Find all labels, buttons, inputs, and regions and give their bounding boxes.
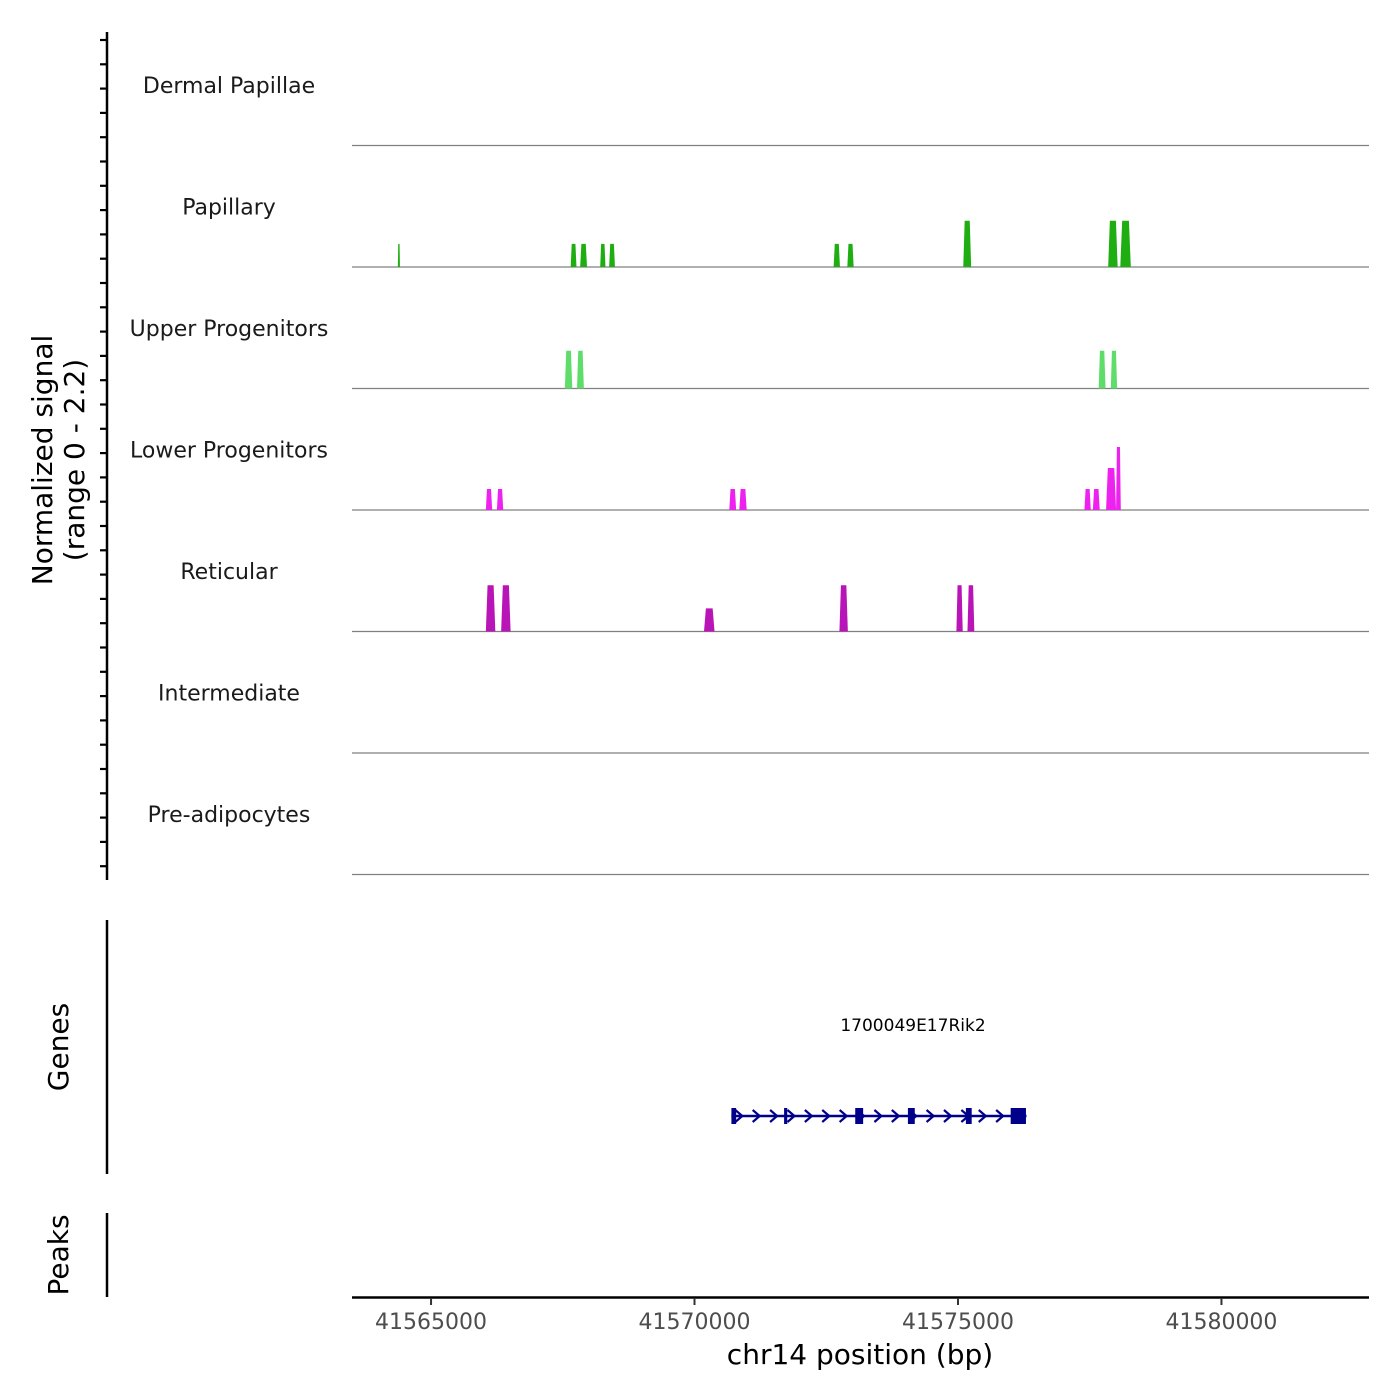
- genes-track-label: Genes: [42, 1003, 75, 1091]
- x-axis-title: chr14 position (bp): [727, 1338, 993, 1371]
- signal-peak: [600, 243, 606, 267]
- signal-peak: [956, 585, 963, 632]
- strand-arrow: [995, 1109, 1005, 1123]
- signal-peak: [833, 243, 840, 267]
- signal-peak: [570, 243, 577, 267]
- gene-exon: [855, 1108, 864, 1124]
- track-label: Lower Progenitors: [130, 438, 328, 463]
- strand-arrow: [769, 1109, 779, 1123]
- signal-peak: [1106, 468, 1117, 510]
- signal-peak: [1092, 489, 1100, 510]
- strand-arrow: [873, 1109, 884, 1123]
- track-lower-progenitors: Lower Progenitors: [130, 438, 1369, 511]
- signal-peak: [580, 243, 588, 267]
- signal-peak: [1110, 350, 1118, 389]
- x-axis-ticks: 41565000 41570000 41575000 41580000: [375, 1298, 1277, 1335]
- track-label: Upper Progenitors: [130, 317, 329, 342]
- track-label: Pre-adipocytes: [148, 803, 311, 828]
- gene-model: [731, 1108, 1027, 1124]
- x-tick-label: 41580000: [1165, 1310, 1277, 1335]
- signal-axis-ticks: [100, 38, 107, 868]
- strand-arrow: [804, 1109, 814, 1123]
- signal-peak: [564, 350, 573, 389]
- y-axis-title: Normalized signal (range 0 - 2.2): [26, 335, 91, 586]
- gene-name-label: 1700049E17Rik2: [840, 1016, 985, 1036]
- signal-peak: [609, 243, 615, 267]
- signal-peak: [1084, 489, 1091, 510]
- genes-track-title: Genes: [42, 1003, 75, 1091]
- gene-exon: [784, 1108, 788, 1124]
- gene-exon: [731, 1108, 737, 1124]
- strand-arrow: [891, 1109, 901, 1123]
- signal-peak: [729, 489, 737, 510]
- strand-arrow: [943, 1109, 953, 1123]
- signal-peak: [577, 350, 584, 389]
- signal-peak: [739, 489, 747, 510]
- track-pre-adipocytes: Pre-adipocytes: [148, 803, 1369, 876]
- peaks-track-title: Peaks: [42, 1214, 75, 1295]
- signal-peak: [501, 585, 511, 632]
- track-intermediate: Intermediate: [158, 681, 1369, 754]
- signal-peak: [485, 489, 493, 510]
- strand-arrow: [978, 1109, 988, 1123]
- strand-arrow: [751, 1109, 762, 1123]
- track-label: Intermediate: [158, 681, 300, 706]
- track-label: Reticular: [180, 560, 278, 585]
- signal-peak: [1108, 220, 1118, 267]
- signal-peak: [963, 220, 972, 267]
- gene-exon: [965, 1108, 972, 1124]
- strand-arrow: [925, 1109, 936, 1123]
- y-axis-title-line2: (range 0 - 2.2): [58, 359, 91, 561]
- signal-peak: [485, 585, 496, 632]
- track-papillary: Papillary: [182, 195, 1369, 268]
- signal-peak: [1116, 447, 1121, 510]
- signal-peak: [1120, 220, 1131, 267]
- track-reticular: Reticular: [180, 560, 1369, 633]
- track-label: Dermal Papillae: [143, 74, 315, 99]
- gene-exon: [1010, 1108, 1026, 1124]
- signal-peak: [967, 585, 975, 632]
- y-axis-title-line1: Normalized signal: [26, 335, 59, 586]
- gene-exon: [907, 1108, 915, 1124]
- strand-arrow: [786, 1109, 797, 1123]
- x-tick-label: 41570000: [639, 1310, 751, 1335]
- x-tick-label: 41575000: [902, 1310, 1014, 1335]
- track-label: Papillary: [182, 195, 276, 220]
- peaks-track-label: Peaks: [42, 1214, 75, 1295]
- strand-arrow: [838, 1109, 849, 1123]
- strand-arrow: [734, 1109, 744, 1123]
- strand-arrow: [821, 1109, 831, 1123]
- signal-peak: [496, 489, 504, 510]
- signal-peak: [703, 608, 715, 632]
- signal-peak: [847, 243, 854, 267]
- signal-peak: [1098, 350, 1106, 389]
- signal-tracks: Dermal Papillae Papillary Upper Progenitor…: [130, 74, 1369, 876]
- track-upper-progenitors: Upper Progenitors: [130, 317, 1369, 390]
- x-tick-label: 41565000: [375, 1310, 487, 1335]
- track-dermal-papillae: Dermal Papillae: [143, 74, 1369, 147]
- signal-peak: [839, 585, 848, 632]
- signal-peak: [397, 243, 400, 267]
